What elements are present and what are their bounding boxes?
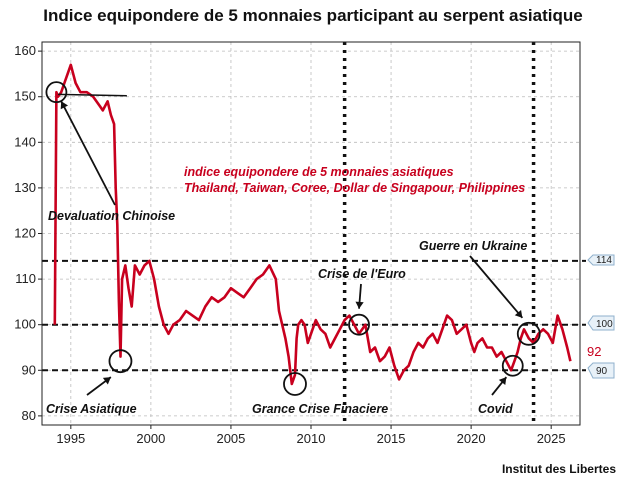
y-tick-label: 140	[14, 134, 36, 149]
axes	[41, 41, 581, 426]
annotation-crise-asiatique: Crise Asiatique	[46, 402, 137, 416]
ref-tag-100: 100	[587, 315, 615, 331]
ref-tag-90-label: 90	[596, 366, 608, 377]
ref-tag-100-label: 100	[596, 319, 613, 330]
chart-title: Indice equipondere de 5 monnaies partici…	[43, 6, 583, 25]
annotation-circle	[283, 372, 307, 396]
x-tick-label: 2025	[537, 431, 566, 446]
arrowhead	[498, 377, 507, 386]
source-credit: Institut des Libertes	[501, 462, 616, 476]
arrowhead	[60, 101, 69, 110]
gridlines	[38, 42, 580, 429]
arrowhead	[102, 377, 111, 385]
legend-line-2: Thailand, Taiwan, Coree, Dollar de Singa…	[184, 181, 525, 195]
series-layer	[53, 63, 572, 386]
y-tick-label: 150	[14, 89, 36, 104]
arrowhead	[514, 309, 523, 318]
annotation-markers	[45, 81, 541, 396]
y-tick-label: 80	[22, 408, 36, 423]
ref-tag-90: 90	[587, 362, 615, 379]
x-tick-label: 1995	[56, 431, 85, 446]
annotation-circle	[108, 349, 133, 374]
x-tick-label: 2005	[216, 431, 245, 446]
tick-labels: 80 90 100 110 120 130 140 150 160 1995 2000 2005 201…	[14, 43, 565, 446]
annotation-circle	[348, 313, 370, 336]
annotation-circle	[501, 354, 524, 377]
annotation-guerre-ukraine: Guerre en Ukraine	[419, 239, 527, 253]
ref-tag-114-label: 114	[596, 255, 612, 266]
ref-tag-114: 114	[587, 254, 615, 266]
arrowhead	[355, 301, 364, 309]
y-tick-label: 90	[22, 362, 36, 377]
annotation-arrow	[60, 100, 116, 206]
x-tick-label: 2000	[136, 431, 165, 446]
annotation-crise-euro: Crise de l'Euro	[318, 267, 406, 281]
y-tick-label: 110	[15, 271, 36, 286]
annotation-devaluation-chinoise: Devaluation Chinoise	[48, 209, 175, 223]
current-value-label: 92	[587, 344, 601, 359]
annotation-grande-crise: Grance Crise Finaciere	[252, 402, 388, 416]
annotation-circle	[45, 81, 68, 104]
series-line-0	[53, 63, 572, 386]
y-tick-label: 120	[14, 226, 36, 241]
y-tick-label: 100	[14, 317, 36, 332]
legend-line-1: indice equipondere de 5 monnaies asiatiq…	[184, 165, 454, 179]
y-tick-label: 160	[14, 43, 36, 58]
plot-frame	[41, 41, 581, 426]
x-tick-label: 2015	[377, 431, 406, 446]
x-tick-label: 2010	[297, 431, 326, 446]
annotation-arrow	[469, 255, 524, 319]
annotation-covid: Covid	[478, 402, 513, 416]
y-tick-label: 130	[14, 180, 36, 195]
peg-level-line	[57, 93, 127, 97]
x-tick-label: 2020	[457, 431, 486, 446]
annotation-circle	[516, 321, 541, 346]
